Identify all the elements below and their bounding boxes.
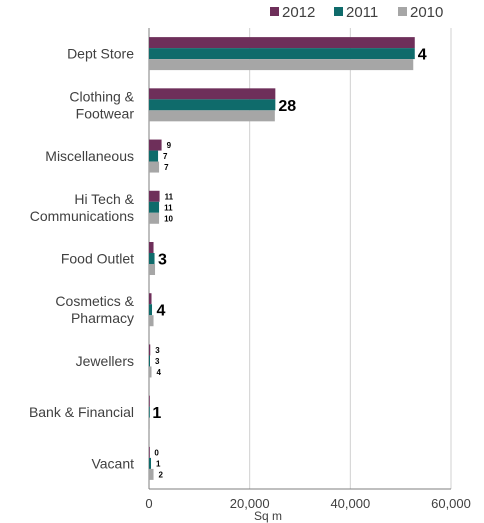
data-label: 1: [156, 459, 161, 468]
data-label: 4: [418, 47, 427, 64]
bar-2010: [149, 315, 154, 327]
x-tick-label: 0: [145, 496, 152, 511]
category-label: Food Outlet: [61, 251, 134, 267]
category-label: Hi Tech &: [74, 191, 134, 207]
bar-2012: [149, 395, 150, 407]
bar-2011: [149, 150, 159, 162]
category-label: Dept Store: [67, 46, 134, 62]
legend-swatch: [270, 7, 279, 16]
data-label: 3: [155, 357, 160, 366]
x-axis-title: Sq m: [254, 509, 282, 523]
bar-2010: [149, 59, 414, 71]
x-tick-label: 60,000: [431, 496, 471, 511]
data-label: 2: [159, 470, 164, 479]
data-label: 11: [164, 203, 173, 212]
data-label: 9: [167, 141, 172, 150]
bar-2011: [149, 406, 150, 418]
category-label: Vacant: [91, 455, 134, 471]
bar-2012: [149, 242, 154, 253]
category-label: Miscellaneous: [45, 148, 134, 164]
data-label: 7: [164, 163, 169, 172]
bar-2011: [149, 355, 151, 367]
legend-label: 2012: [282, 4, 315, 21]
bar-2011: [149, 48, 415, 60]
category-label: Clothing &: [69, 88, 134, 104]
data-label: 3: [158, 252, 167, 269]
data-label: 11: [165, 192, 174, 201]
x-tick-labels: 0 20,000 40,000 60,000: [145, 496, 471, 511]
bar-2010: [149, 161, 160, 173]
legend-label: 2010: [410, 4, 443, 21]
bar-2011: [149, 201, 160, 213]
data-label: 4: [157, 303, 166, 320]
bar-2010: [149, 264, 156, 275]
x-tick-label: 20,000: [230, 496, 270, 511]
bar-2012: [149, 344, 151, 356]
data-label: 4: [157, 368, 162, 377]
data-label: 1: [152, 405, 161, 422]
data-label: 0: [154, 448, 159, 457]
category-label: Bank & Financial: [29, 404, 134, 420]
legend-swatch: [398, 7, 407, 16]
data-label: 7: [163, 152, 168, 161]
category-labels: Dept Store Clothing &Footwear Miscellaneou…: [29, 46, 135, 472]
category-label: Pharmacy: [71, 310, 134, 326]
bar-2010: [149, 417, 150, 429]
bar-2011: [149, 304, 153, 316]
bar-2012: [149, 190, 160, 202]
bar-2011: [149, 253, 155, 264]
bar-2012: [149, 139, 162, 151]
x-tick-label: 40,000: [330, 496, 370, 511]
data-label: 10: [164, 214, 173, 223]
bar-2010: [149, 212, 160, 224]
bar-2010: [149, 468, 154, 480]
bar-2010: [149, 110, 275, 122]
category-label: Jewellers: [76, 353, 134, 369]
data-label: 28: [278, 98, 296, 115]
bar-2012: [149, 37, 415, 49]
bar-2012: [149, 293, 152, 305]
bar-2012: [149, 88, 276, 100]
category-label: Communications: [30, 208, 134, 224]
legend-swatch: [334, 7, 343, 16]
category-label: Cosmetics &: [55, 293, 134, 309]
legend: 2012 2011 2010: [270, 4, 443, 21]
bar-2011: [149, 457, 152, 469]
legend-label: 2011: [346, 4, 378, 21]
data-label: 3: [155, 346, 160, 355]
bar-2011: [149, 99, 276, 111]
bar-2012: [149, 446, 150, 458]
category-label: Footwear: [76, 105, 135, 121]
bars: [149, 37, 415, 480]
bar-2010: [149, 366, 152, 378]
